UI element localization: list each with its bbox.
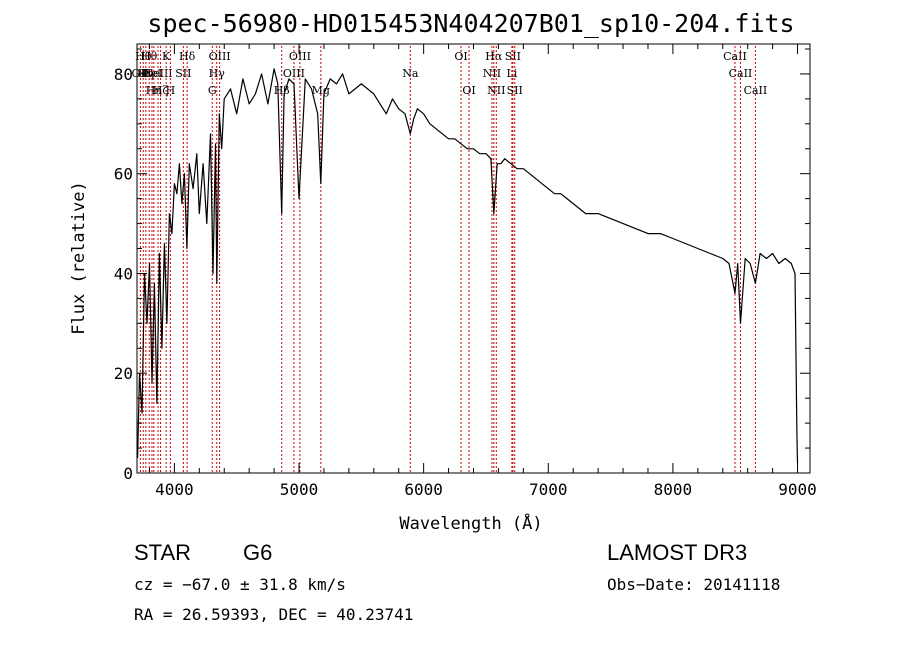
- line-marker-label: G: [208, 84, 217, 97]
- axes: 4000 5000 6000 7000 8000 9000 0 20 40 60 80: [114, 44, 817, 499]
- line-marker-label: Hζ: [153, 84, 169, 97]
- line-marker-label: NeIII: [143, 67, 172, 80]
- line-marker-label: OIII: [289, 50, 311, 63]
- line-marker-label: CaII: [729, 67, 753, 80]
- line-marker-label: CaII: [723, 50, 747, 63]
- line-marker-label: SII: [507, 84, 523, 97]
- x-axis-label: Wavelength (Å): [399, 512, 542, 534]
- y-tick-label: 80: [114, 65, 133, 84]
- y-tick-label: 0: [123, 464, 133, 483]
- line-marker-label: Hθ: [135, 50, 152, 63]
- spectrum-series-line: [137, 68, 799, 464]
- y-axis-label: Flux (relative): [69, 181, 89, 335]
- line-marker-label: Hγ: [209, 67, 226, 80]
- obs-date: Obs−Date: 20141118: [607, 575, 780, 594]
- x-tick-label: 9000: [778, 480, 817, 499]
- y-tick-label: 40: [114, 264, 133, 283]
- spectral-line-markers: OIIHθHηHθHeIHηNeIIIHζKHSIIHδGHγOIIIHβOII…: [132, 46, 768, 472]
- coordinates: RA = 26.59393, DEC = 40.23741: [134, 605, 413, 624]
- chart-title: spec-56980-HD015453N404207B01_sp10-204.f…: [147, 9, 794, 38]
- line-marker-label: SII: [175, 67, 191, 80]
- line-marker-label: OIII: [283, 67, 305, 80]
- line-marker-label: NII: [483, 67, 501, 80]
- x-tick-label: 5000: [280, 480, 319, 499]
- x-tick-label: 8000: [654, 480, 693, 499]
- line-marker-label: Na: [402, 67, 419, 80]
- y-tick-label: 60: [114, 165, 133, 184]
- line-marker-label: H: [166, 84, 176, 97]
- object-subclass: G6: [243, 540, 272, 565]
- x-tick-label: 4000: [155, 480, 194, 499]
- line-marker-label: NII: [487, 84, 505, 97]
- line-marker-label: Hα: [485, 50, 503, 63]
- line-marker-label: K: [162, 50, 171, 63]
- x-tick-label: 7000: [529, 480, 568, 499]
- line-marker-label: Hδ: [179, 50, 196, 63]
- line-marker-label: Mg: [312, 84, 330, 97]
- object-class: STAR: [134, 540, 191, 565]
- line-marker-label: OI: [454, 50, 467, 63]
- y-tick-label: 20: [114, 364, 133, 383]
- redshift-readout: cz = −67.0 ± 31.8 km/s: [134, 575, 346, 594]
- line-marker-label: SII: [505, 50, 521, 63]
- line-marker-label: OI: [462, 84, 475, 97]
- line-marker-label: CaII: [744, 84, 768, 97]
- line-marker-label: OIII: [209, 50, 231, 63]
- line-marker-label: HeI: [142, 67, 162, 80]
- line-marker-label: Hθ: [141, 50, 158, 63]
- line-marker-label: Li: [506, 67, 517, 80]
- x-tick-label: 6000: [404, 480, 443, 499]
- survey-name: LAMOST DR3: [607, 540, 747, 565]
